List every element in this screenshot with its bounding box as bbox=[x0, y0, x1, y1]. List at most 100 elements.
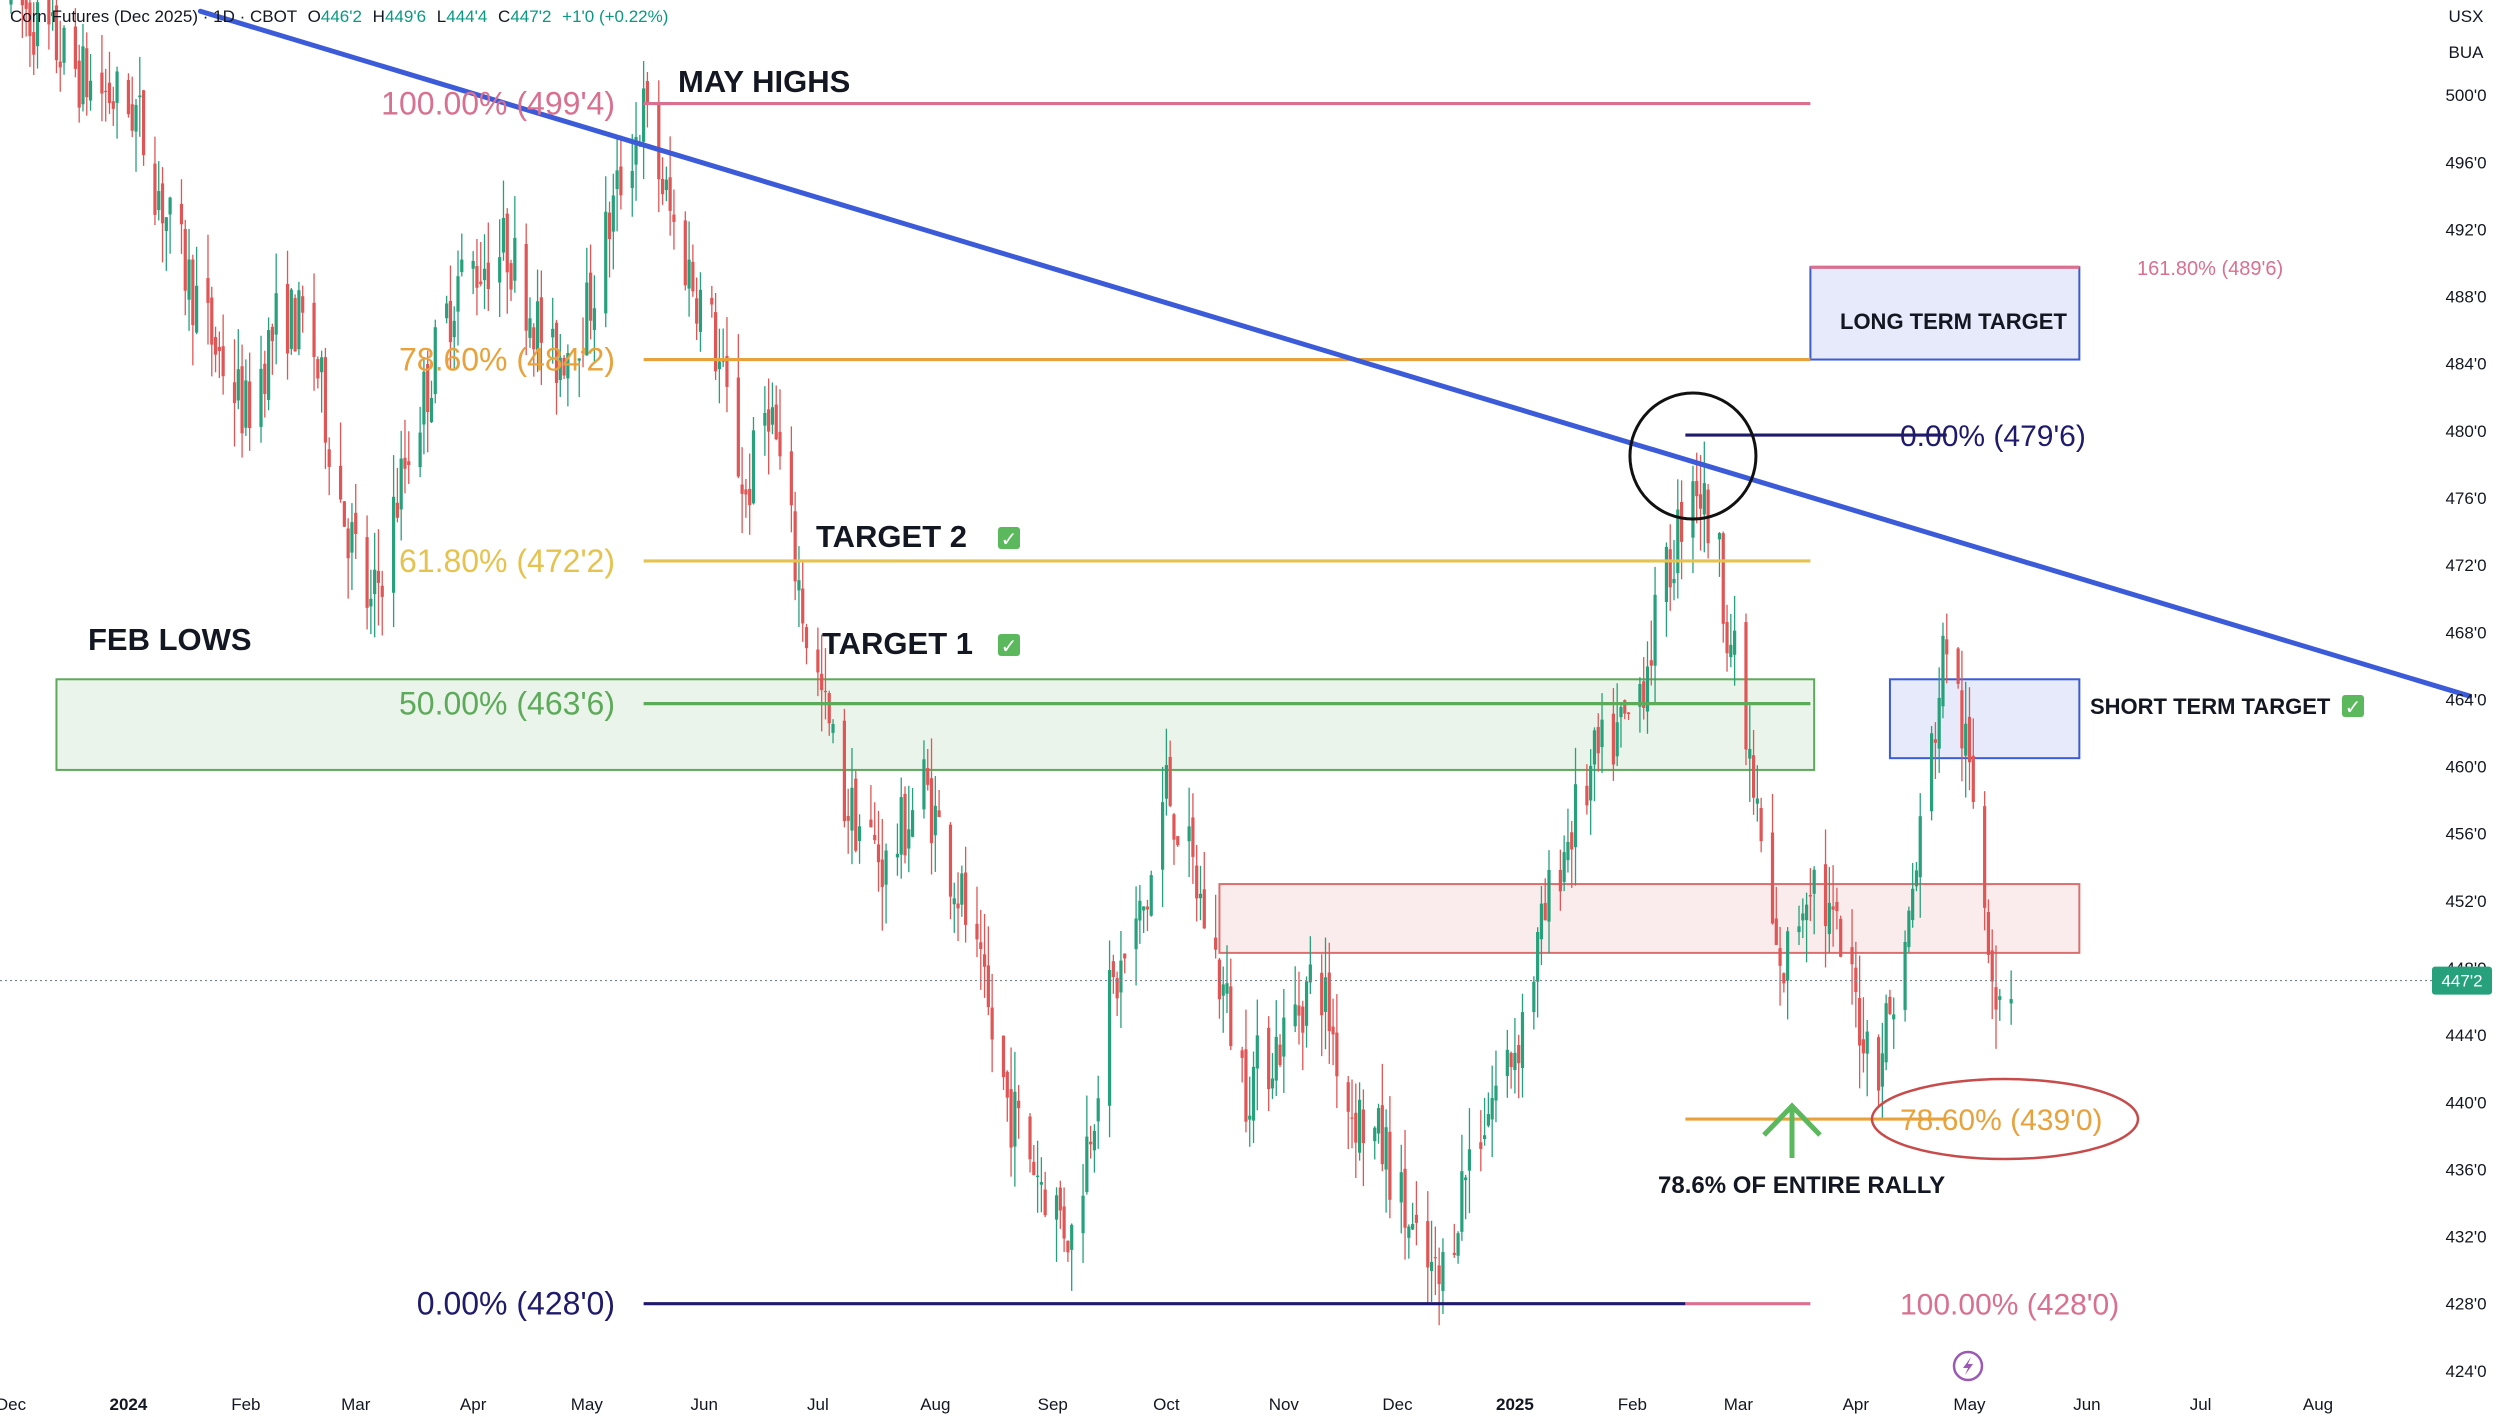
candle-body bbox=[1589, 765, 1593, 801]
candle-body bbox=[1566, 841, 1570, 861]
candle bbox=[1407, 1224, 1411, 1259]
candle-body bbox=[274, 293, 278, 335]
candle-body bbox=[1914, 870, 1919, 887]
candle bbox=[1373, 1126, 1377, 1160]
candle-body bbox=[611, 195, 615, 232]
x-tick-label: Dec bbox=[1382, 1395, 1413, 1414]
candle-body bbox=[1585, 785, 1589, 806]
candle-body bbox=[1858, 998, 1862, 1046]
candle bbox=[448, 265, 453, 369]
candle bbox=[910, 787, 915, 838]
candle bbox=[513, 196, 517, 293]
current-price-badge bbox=[2432, 966, 2492, 995]
candle-body bbox=[138, 95, 142, 98]
candle bbox=[1278, 1034, 1282, 1068]
candle-body bbox=[634, 136, 638, 165]
current-price-label: 447'2 bbox=[2441, 972, 2482, 991]
candle-body bbox=[926, 767, 930, 785]
candle bbox=[380, 570, 384, 636]
candle-body bbox=[1403, 1168, 1407, 1228]
candle bbox=[1429, 1220, 1434, 1302]
candle bbox=[153, 136, 157, 225]
candle bbox=[1558, 849, 1562, 911]
candle bbox=[1998, 989, 2002, 1021]
x-tick-label: Mar bbox=[341, 1395, 371, 1414]
candle bbox=[1414, 1181, 1419, 1246]
candle bbox=[111, 86, 115, 126]
candle-body bbox=[1376, 1108, 1381, 1134]
candle-body bbox=[354, 512, 358, 535]
candle bbox=[1649, 620, 1653, 686]
candle-body bbox=[842, 720, 846, 822]
candle-body bbox=[1532, 981, 1536, 1013]
candle-body bbox=[1748, 748, 1752, 759]
candle bbox=[479, 241, 483, 287]
candle bbox=[592, 275, 596, 364]
candle-body bbox=[1270, 1078, 1275, 1089]
candle-body bbox=[774, 404, 778, 440]
candle bbox=[585, 247, 589, 356]
candle bbox=[130, 76, 134, 138]
candle-body bbox=[1187, 826, 1191, 842]
candle-body bbox=[1149, 875, 1153, 916]
y-tick-label: 496'0 bbox=[2445, 153, 2486, 172]
candle-body bbox=[1770, 832, 1775, 924]
fib-retracement-label: 100.00% (499'4) bbox=[381, 86, 615, 122]
candle-body bbox=[1009, 1089, 1013, 1148]
candle bbox=[1865, 1019, 1869, 1097]
candle bbox=[850, 748, 854, 865]
candle-body bbox=[831, 724, 835, 733]
candle bbox=[270, 323, 274, 375]
candle bbox=[793, 491, 797, 601]
candle-body bbox=[1240, 1050, 1244, 1058]
candle bbox=[929, 738, 934, 875]
candle-body bbox=[1414, 1214, 1419, 1223]
candle bbox=[1225, 945, 1229, 1014]
candle bbox=[1804, 892, 1809, 963]
candle bbox=[1782, 972, 1786, 993]
y-tick-label: 476'0 bbox=[2445, 489, 2486, 508]
candle-body bbox=[982, 954, 987, 967]
x-tick-label: Feb bbox=[231, 1395, 260, 1414]
candle bbox=[399, 430, 403, 541]
candle-body bbox=[619, 166, 623, 196]
high-label: H bbox=[373, 7, 385, 26]
candle bbox=[1267, 1016, 1271, 1112]
unit-label: BUA bbox=[2449, 43, 2485, 62]
candle-body bbox=[672, 214, 676, 222]
candle-body bbox=[210, 297, 214, 345]
candle-body bbox=[1467, 1149, 1472, 1171]
close-value: 447'2 bbox=[510, 7, 551, 26]
candle-body bbox=[1217, 959, 1222, 1000]
candle-body bbox=[240, 366, 244, 434]
candle-body bbox=[907, 829, 911, 849]
candle-body bbox=[854, 778, 858, 851]
candle bbox=[1706, 484, 1710, 559]
candle-body bbox=[1907, 910, 1911, 948]
candle-body bbox=[1161, 802, 1165, 870]
candle-body bbox=[778, 431, 782, 457]
x-tick-label: Jul bbox=[2190, 1395, 2212, 1414]
candle-body bbox=[763, 412, 767, 426]
candle bbox=[160, 167, 165, 263]
candle-body bbox=[1107, 970, 1112, 1106]
candle-body bbox=[141, 90, 146, 156]
candle bbox=[338, 422, 343, 503]
candle bbox=[1070, 1223, 1074, 1291]
candle bbox=[1335, 994, 1339, 1109]
candle-body bbox=[585, 282, 589, 356]
candle bbox=[1145, 899, 1150, 932]
candle-body bbox=[801, 588, 805, 624]
candle-body bbox=[1729, 644, 1733, 658]
candle-body bbox=[403, 457, 407, 469]
candle bbox=[1585, 764, 1589, 815]
candle-body bbox=[501, 218, 506, 253]
candle bbox=[1751, 730, 1756, 815]
candle bbox=[1532, 976, 1536, 1030]
candle-body bbox=[1407, 1226, 1411, 1238]
lightning-icon[interactable] bbox=[1952, 1350, 1984, 1382]
candle bbox=[1513, 1017, 1517, 1094]
candle-body bbox=[236, 369, 240, 401]
candle bbox=[77, 44, 81, 123]
